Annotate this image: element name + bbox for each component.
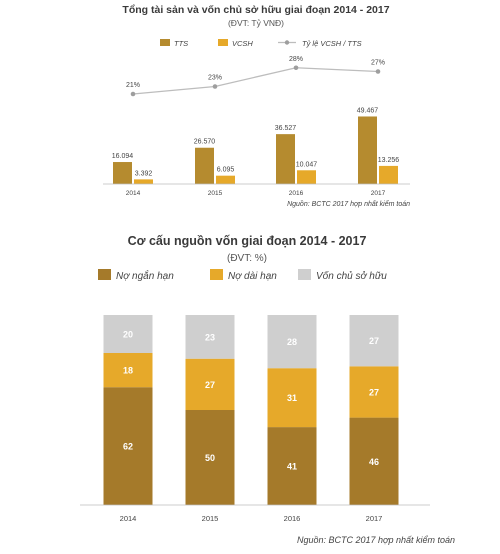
- chart1-value-label-vcsh-2014: 3.392: [135, 170, 153, 177]
- chart2-segment-equity-2016: [267, 315, 317, 369]
- chart1-ratio-label-2016: 28%: [289, 56, 303, 63]
- chart1-legend-label-tts: TTS: [174, 39, 188, 48]
- chart1-subtitle: (ĐVT: Tỷ VNĐ): [228, 18, 284, 28]
- chart1-ratio-line: [132, 67, 379, 95]
- chart2-legend-label-equity: Vốn chủ sở hữu: [316, 270, 387, 282]
- chart1-bar-vcsh-2016: [297, 170, 316, 184]
- chart2-segment-label-equity-2016: 28: [287, 337, 297, 347]
- chart1-legend-swatch-vcsh: [218, 39, 228, 46]
- chart2-segment-short-debt-2015: [185, 410, 235, 505]
- chart1-ratio-point-2016: [293, 65, 299, 71]
- chart1-value-label-tts-2017: 49.467: [357, 107, 379, 114]
- chart1-bar-tts-2014: [113, 162, 132, 184]
- chart1-bar-tts-2017: [358, 116, 377, 184]
- chart1-x-tick-2014: 2014: [126, 190, 141, 197]
- chart2-segment-label-equity-2015: 23: [205, 332, 215, 342]
- chart1-title: Tổng tài sản và vốn chủ sở hữu giai đoạn…: [122, 4, 389, 16]
- chart2-segment-label-equity-2014: 20: [123, 330, 133, 340]
- chart2-segment-long-debt-2015: [185, 358, 235, 410]
- chart2-legend-swatch-short-debt: [98, 269, 111, 280]
- chart2-segment-equity-2014: [103, 315, 153, 353]
- chart1-bar-tts-2016: [276, 134, 295, 184]
- chart1-ratio-point-2014: [130, 91, 136, 97]
- chart1-value-label-vcsh-2016: 10.047: [296, 161, 318, 168]
- chart2-segment-label-long-debt-2015: 27: [205, 380, 215, 390]
- chart1-ratio-label-2017: 27%: [371, 60, 385, 67]
- chart1-plot-area: 16.094 3.392 2014 26.570 6.095 2015 36.527 10.0…: [112, 56, 400, 197]
- chart1-bar-vcsh-2014: [134, 179, 153, 184]
- chart2-legend-swatch-long-debt: [210, 269, 223, 280]
- chart2-segment-label-long-debt-2017: 27: [369, 387, 379, 397]
- chart1-x-tick-2015: 2015: [208, 190, 223, 197]
- chart1-ratio-label-2014: 21%: [126, 82, 140, 89]
- chart2-segment-long-debt-2017: [349, 366, 399, 418]
- chart2-segment-equity-2015: [185, 315, 235, 359]
- chart2-segment-label-short-debt-2014: 62: [123, 442, 133, 452]
- chart2-plot-area: 62 18 20 2014 50 27 23 2015 41 31 28 2016 46 27 27 2017: [103, 315, 399, 523]
- chart2-x-tick-2016: 2016: [284, 514, 301, 523]
- chart1-bar-vcsh-2015: [216, 175, 235, 184]
- chart1-value-label-vcsh-2017: 13.256: [378, 157, 400, 164]
- chart2-segment-short-debt-2016: [267, 427, 317, 505]
- chart1-legend-line-marker: [284, 40, 290, 45]
- chart1-value-label-tts-2014: 16.094: [112, 153, 134, 160]
- chart2-x-tick-2017: 2017: [366, 514, 383, 523]
- chart2-segment-long-debt-2014: [103, 353, 153, 388]
- chart1-ratio-label-2015: 23%: [208, 75, 222, 82]
- chart1-x-tick-2016: 2016: [289, 190, 304, 197]
- chart2-segment-long-debt-2016: [267, 368, 317, 428]
- chart2-segment-label-equity-2017: 27: [369, 336, 379, 346]
- chart1-ratio-point-2017: [375, 69, 381, 74]
- chart2-legend-label-long-debt: Nợ dài hạn: [228, 271, 277, 282]
- chart2-segment-label-long-debt-2016: 31: [287, 393, 297, 403]
- chart1-legend-label-vcsh: VCSH: [232, 39, 253, 48]
- chart2-x-tick-2015: 2015: [202, 514, 219, 523]
- chart1-bar-vcsh-2017: [379, 165, 398, 184]
- chart2-source: Nguồn: BCTC 2017 hợp nhất kiểm toán: [297, 535, 455, 545]
- chart2-legend-swatch-equity: [298, 269, 311, 280]
- chart2-segment-label-long-debt-2014: 18: [123, 366, 133, 376]
- chart2-segment-label-short-debt-2016: 41: [287, 462, 297, 472]
- chart1-value-label-vcsh-2015: 6.095: [217, 167, 235, 174]
- chart2-segment-label-short-debt-2017: 46: [369, 457, 379, 467]
- chart1-value-label-tts-2016: 36.527: [275, 125, 297, 132]
- chart1-x-tick-2017: 2017: [371, 190, 386, 197]
- chart1-source: Nguồn: BCTC 2017 hợp nhất kiểm toán: [287, 199, 410, 208]
- chart1-legend-label-ratio: Tỷ lệ VCSH / TTS: [302, 39, 362, 48]
- chart1-bar-tts-2015: [195, 147, 214, 184]
- chart2-segment-short-debt-2017: [349, 417, 399, 505]
- chart1-ratio-point-2015: [212, 84, 218, 89]
- chart2-x-tick-2014: 2014: [120, 514, 137, 523]
- chart2-segment-short-debt-2014: [103, 387, 153, 505]
- chart1-legend-swatch-tts: [160, 39, 170, 46]
- chart2-legend-label-short-debt: Nợ ngắn hạn: [116, 269, 174, 282]
- chart2-subtitle: (ĐVT: %): [227, 253, 267, 264]
- chart2-title: Cơ cấu nguồn vốn giai đoạn 2014 - 2017: [128, 234, 367, 248]
- chart1-value-label-tts-2015: 26.570: [194, 139, 216, 146]
- chart2-segment-equity-2017: [349, 315, 399, 367]
- chart2-segment-label-short-debt-2015: 50: [205, 453, 215, 463]
